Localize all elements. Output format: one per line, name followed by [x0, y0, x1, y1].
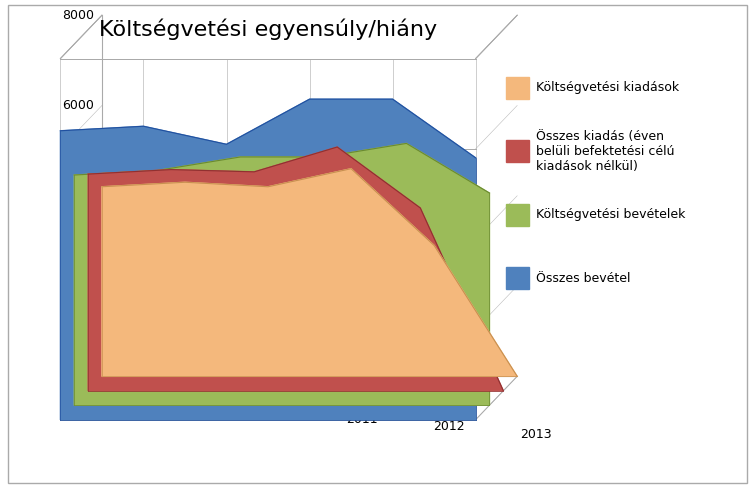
Bar [506, 267, 528, 289]
Bar [506, 77, 528, 99]
Text: Összes kiadás (éven
belüli befektetési célú
kiadások nélkül): Összes kiadás (éven belüli befektetési c… [536, 130, 674, 173]
Text: 0: 0 [86, 370, 94, 383]
Text: Költségvetési bevételek: Költségvetési bevételek [536, 208, 686, 221]
Text: Összes bevétel: Összes bevétel [536, 272, 630, 285]
Text: 8000: 8000 [63, 9, 94, 22]
Text: 2012: 2012 [433, 420, 465, 433]
Text: 4000: 4000 [63, 189, 94, 203]
Text: 6000: 6000 [63, 99, 94, 112]
Text: 2008: 2008 [86, 391, 118, 404]
Bar [506, 203, 528, 225]
Polygon shape [60, 99, 476, 420]
Text: 2013: 2013 [520, 427, 552, 441]
Text: 2011: 2011 [347, 413, 378, 426]
Text: 2010: 2010 [260, 406, 291, 419]
Text: Költségvetési kiadások: Költségvetési kiadások [536, 81, 680, 94]
Polygon shape [74, 143, 489, 405]
Polygon shape [88, 147, 504, 391]
Text: 2000: 2000 [63, 280, 94, 293]
Bar [506, 140, 528, 162]
Text: Költségvetési egyensúly/hiány: Költségvetési egyensúly/hiány [99, 19, 437, 40]
Polygon shape [102, 169, 517, 376]
Text: 2009: 2009 [173, 398, 205, 411]
